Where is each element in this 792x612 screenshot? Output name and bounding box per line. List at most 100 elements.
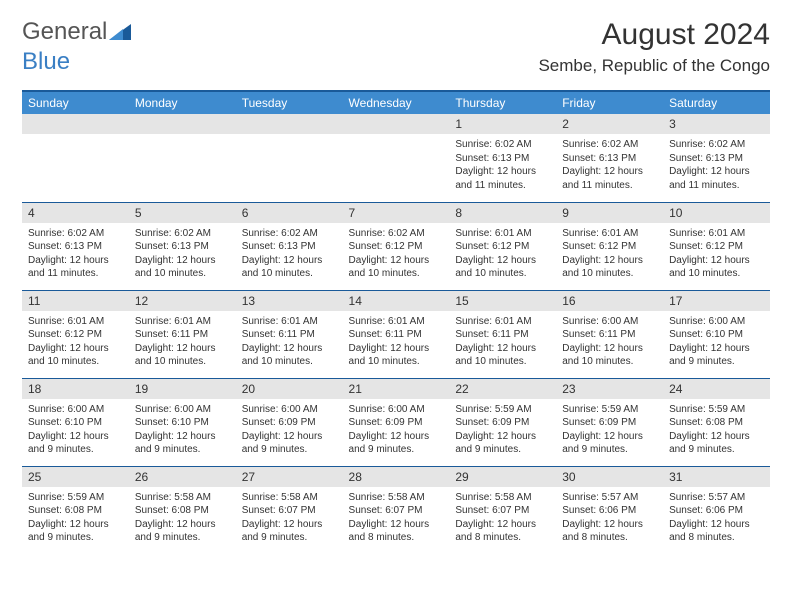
day-number: 10	[663, 203, 770, 223]
day-number: 29	[449, 467, 556, 487]
calendar-day-cell: 16Sunrise: 6:00 AMSunset: 6:11 PMDayligh…	[556, 290, 663, 378]
calendar-day-cell: 1Sunrise: 6:02 AMSunset: 6:13 PMDaylight…	[449, 114, 556, 202]
day-number: 15	[449, 291, 556, 311]
calendar-day-cell: 22Sunrise: 5:59 AMSunset: 6:09 PMDayligh…	[449, 378, 556, 466]
logo-word2: Blue	[22, 48, 70, 75]
day-detail: Sunrise: 5:58 AMSunset: 6:07 PMDaylight:…	[449, 487, 556, 551]
title-block: August 2024 Sembe, Republic of the Congo	[538, 18, 770, 76]
day-detail: Sunrise: 6:01 AMSunset: 6:11 PMDaylight:…	[449, 311, 556, 375]
calendar-day-cell: 11Sunrise: 6:01 AMSunset: 6:12 PMDayligh…	[22, 290, 129, 378]
calendar-body: 1Sunrise: 6:02 AMSunset: 6:13 PMDaylight…	[22, 114, 770, 554]
day-detail: Sunrise: 6:02 AMSunset: 6:13 PMDaylight:…	[449, 134, 556, 198]
calendar-day-cell: 28Sunrise: 5:58 AMSunset: 6:07 PMDayligh…	[343, 466, 450, 554]
day-detail: Sunrise: 6:00 AMSunset: 6:10 PMDaylight:…	[22, 399, 129, 463]
calendar-week-row: 4Sunrise: 6:02 AMSunset: 6:13 PMDaylight…	[22, 202, 770, 290]
calendar-day-cell: 29Sunrise: 5:58 AMSunset: 6:07 PMDayligh…	[449, 466, 556, 554]
day-detail: Sunrise: 5:59 AMSunset: 6:09 PMDaylight:…	[449, 399, 556, 463]
day-number: 28	[343, 467, 450, 487]
day-number	[129, 114, 236, 134]
day-detail: Sunrise: 6:00 AMSunset: 6:11 PMDaylight:…	[556, 311, 663, 375]
calendar-day-cell: 20Sunrise: 6:00 AMSunset: 6:09 PMDayligh…	[236, 378, 343, 466]
calendar-day-cell: 12Sunrise: 6:01 AMSunset: 6:11 PMDayligh…	[129, 290, 236, 378]
day-number	[22, 114, 129, 134]
calendar-day-cell	[343, 114, 450, 202]
day-number: 5	[129, 203, 236, 223]
calendar-day-cell: 9Sunrise: 6:01 AMSunset: 6:12 PMDaylight…	[556, 202, 663, 290]
day-number: 14	[343, 291, 450, 311]
day-number: 25	[22, 467, 129, 487]
calendar-day-cell: 23Sunrise: 5:59 AMSunset: 6:09 PMDayligh…	[556, 378, 663, 466]
day-detail: Sunrise: 6:02 AMSunset: 6:13 PMDaylight:…	[129, 223, 236, 287]
day-number	[343, 114, 450, 134]
logo-triangle-icon	[109, 24, 131, 40]
day-detail: Sunrise: 6:01 AMSunset: 6:12 PMDaylight:…	[449, 223, 556, 287]
day-detail: Sunrise: 6:02 AMSunset: 6:13 PMDaylight:…	[236, 223, 343, 287]
day-detail: Sunrise: 6:00 AMSunset: 6:09 PMDaylight:…	[343, 399, 450, 463]
calendar-week-row: 25Sunrise: 5:59 AMSunset: 6:08 PMDayligh…	[22, 466, 770, 554]
calendar-day-cell: 10Sunrise: 6:01 AMSunset: 6:12 PMDayligh…	[663, 202, 770, 290]
day-number: 4	[22, 203, 129, 223]
calendar-day-cell: 21Sunrise: 6:00 AMSunset: 6:09 PMDayligh…	[343, 378, 450, 466]
weekday-header: Saturday	[663, 91, 770, 114]
calendar-day-cell: 30Sunrise: 5:57 AMSunset: 6:06 PMDayligh…	[556, 466, 663, 554]
weekday-header: Thursday	[449, 91, 556, 114]
day-detail	[129, 134, 236, 144]
day-detail: Sunrise: 6:02 AMSunset: 6:13 PMDaylight:…	[556, 134, 663, 198]
calendar-day-cell	[236, 114, 343, 202]
day-number: 12	[129, 291, 236, 311]
calendar-day-cell	[129, 114, 236, 202]
calendar-week-row: 1Sunrise: 6:02 AMSunset: 6:13 PMDaylight…	[22, 114, 770, 202]
calendar-day-cell: 27Sunrise: 5:58 AMSunset: 6:07 PMDayligh…	[236, 466, 343, 554]
logo-word1: General	[22, 18, 107, 46]
calendar-day-cell: 15Sunrise: 6:01 AMSunset: 6:11 PMDayligh…	[449, 290, 556, 378]
day-number: 17	[663, 291, 770, 311]
day-number: 7	[343, 203, 450, 223]
calendar-day-cell: 13Sunrise: 6:01 AMSunset: 6:11 PMDayligh…	[236, 290, 343, 378]
calendar-page: General August 2024 Sembe, Republic of t…	[0, 0, 792, 564]
day-detail: Sunrise: 5:58 AMSunset: 6:08 PMDaylight:…	[129, 487, 236, 551]
day-number: 23	[556, 379, 663, 399]
day-number: 3	[663, 114, 770, 134]
location: Sembe, Republic of the Congo	[538, 56, 770, 76]
day-detail: Sunrise: 5:57 AMSunset: 6:06 PMDaylight:…	[556, 487, 663, 551]
day-number: 8	[449, 203, 556, 223]
calendar-day-cell: 3Sunrise: 6:02 AMSunset: 6:13 PMDaylight…	[663, 114, 770, 202]
calendar-day-cell	[22, 114, 129, 202]
day-number: 6	[236, 203, 343, 223]
weekday-header-row: SundayMondayTuesdayWednesdayThursdayFrid…	[22, 91, 770, 114]
day-number: 11	[22, 291, 129, 311]
day-detail: Sunrise: 6:01 AMSunset: 6:12 PMDaylight:…	[22, 311, 129, 375]
calendar-day-cell: 4Sunrise: 6:02 AMSunset: 6:13 PMDaylight…	[22, 202, 129, 290]
day-number: 24	[663, 379, 770, 399]
calendar-week-row: 11Sunrise: 6:01 AMSunset: 6:12 PMDayligh…	[22, 290, 770, 378]
month-title: August 2024	[538, 18, 770, 52]
calendar-week-row: 18Sunrise: 6:00 AMSunset: 6:10 PMDayligh…	[22, 378, 770, 466]
day-detail: Sunrise: 5:59 AMSunset: 6:08 PMDaylight:…	[663, 399, 770, 463]
day-detail: Sunrise: 6:02 AMSunset: 6:13 PMDaylight:…	[663, 134, 770, 198]
day-number: 19	[129, 379, 236, 399]
day-number: 2	[556, 114, 663, 134]
weekday-header: Monday	[129, 91, 236, 114]
day-detail: Sunrise: 6:01 AMSunset: 6:11 PMDaylight:…	[343, 311, 450, 375]
day-detail: Sunrise: 5:58 AMSunset: 6:07 PMDaylight:…	[343, 487, 450, 551]
calendar-day-cell: 31Sunrise: 5:57 AMSunset: 6:06 PMDayligh…	[663, 466, 770, 554]
day-detail: Sunrise: 6:00 AMSunset: 6:10 PMDaylight:…	[663, 311, 770, 375]
day-number: 27	[236, 467, 343, 487]
day-detail	[236, 134, 343, 144]
calendar-day-cell: 2Sunrise: 6:02 AMSunset: 6:13 PMDaylight…	[556, 114, 663, 202]
day-detail: Sunrise: 6:02 AMSunset: 6:12 PMDaylight:…	[343, 223, 450, 287]
day-detail: Sunrise: 5:58 AMSunset: 6:07 PMDaylight:…	[236, 487, 343, 551]
day-detail: Sunrise: 5:57 AMSunset: 6:06 PMDaylight:…	[663, 487, 770, 551]
calendar-day-cell: 19Sunrise: 6:00 AMSunset: 6:10 PMDayligh…	[129, 378, 236, 466]
day-detail: Sunrise: 6:00 AMSunset: 6:09 PMDaylight:…	[236, 399, 343, 463]
calendar-day-cell: 17Sunrise: 6:00 AMSunset: 6:10 PMDayligh…	[663, 290, 770, 378]
day-number: 18	[22, 379, 129, 399]
day-number: 21	[343, 379, 450, 399]
calendar-day-cell: 24Sunrise: 5:59 AMSunset: 6:08 PMDayligh…	[663, 378, 770, 466]
day-detail: Sunrise: 6:01 AMSunset: 6:11 PMDaylight:…	[129, 311, 236, 375]
day-number: 26	[129, 467, 236, 487]
day-number	[236, 114, 343, 134]
calendar-day-cell: 25Sunrise: 5:59 AMSunset: 6:08 PMDayligh…	[22, 466, 129, 554]
day-detail: Sunrise: 6:01 AMSunset: 6:12 PMDaylight:…	[556, 223, 663, 287]
day-detail: Sunrise: 6:01 AMSunset: 6:11 PMDaylight:…	[236, 311, 343, 375]
